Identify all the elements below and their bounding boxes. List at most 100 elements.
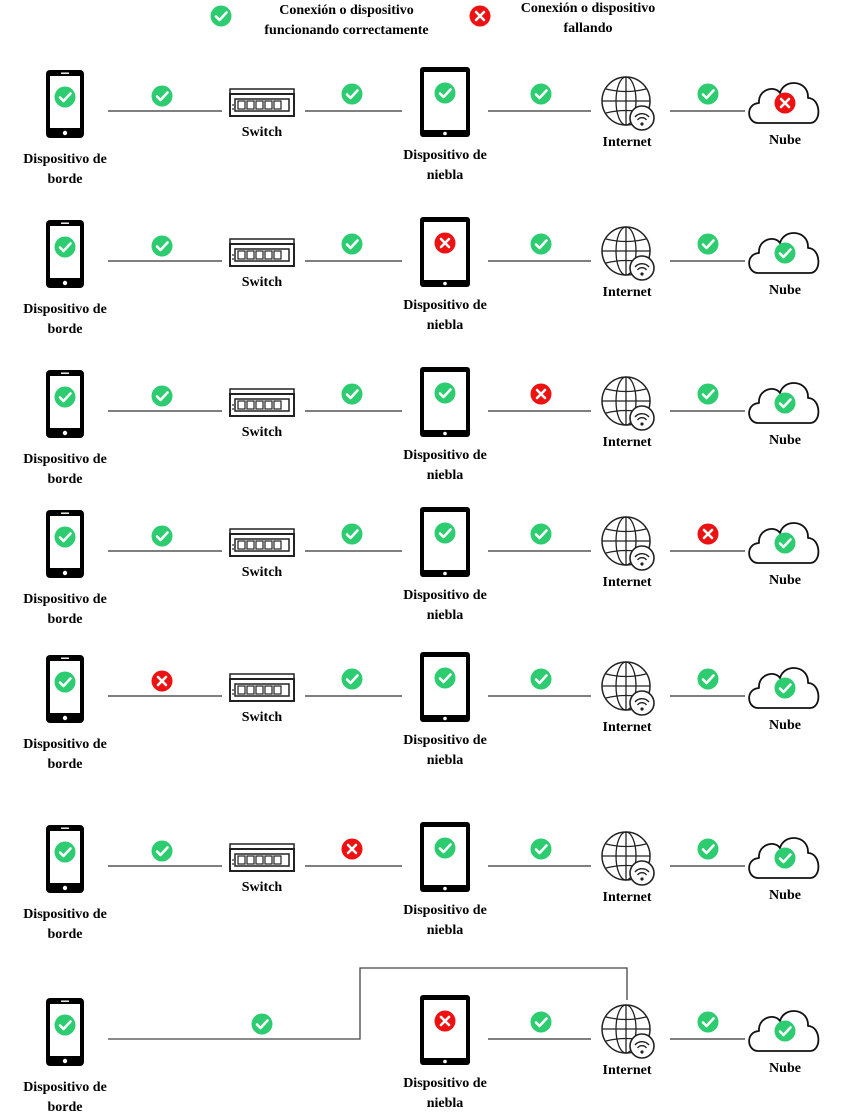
internet-label: Internet	[603, 1063, 652, 1078]
edge-device-label-line2: borde	[48, 612, 83, 627]
edge-device-status-icon	[53, 670, 77, 694]
switch-fog-link-status-icon	[340, 232, 364, 256]
edge-switch-link-status-icon	[150, 839, 174, 863]
edge-switch-link-status-icon	[150, 669, 174, 693]
cloud-label: Nube	[769, 573, 801, 588]
edge-device-label-line2: borde	[48, 322, 83, 337]
fog-internet-link-status-icon	[529, 232, 553, 256]
switch-label: Switch	[242, 275, 283, 290]
cloud-status-icon	[773, 1019, 797, 1043]
legend-ok-label: Conexión o dispositivo funcionando corre…	[244, 1, 449, 41]
legend-fail-icon	[468, 4, 492, 28]
edge-device-label-line2: borde	[48, 172, 83, 187]
internet-globe-icon	[601, 1004, 655, 1059]
fog-device-label-line1: Dispositivo de	[403, 148, 487, 163]
internet-label: Internet	[603, 135, 652, 150]
internet-label: Internet	[603, 890, 652, 905]
edge-device-label-line1: Dispositivo de	[23, 737, 107, 752]
legend-ok-line2: funcionando correctamente	[264, 23, 429, 38]
switch-label: Switch	[242, 125, 283, 140]
fog-device-label-line1: Dispositivo de	[403, 448, 487, 463]
switch-icon	[229, 528, 295, 557]
fog-device-label-line1: Dispositivo de	[403, 588, 487, 603]
cloud-status-icon	[773, 531, 797, 555]
internet-cloud-link-status-icon	[696, 837, 720, 861]
cloud-label: Nube	[769, 1061, 801, 1076]
switch-label: Switch	[242, 565, 283, 580]
fog-internet-link-status-icon	[529, 382, 553, 406]
fog-device-status-icon	[433, 836, 457, 860]
edge-device-status-icon	[53, 235, 77, 259]
cloud-status-icon	[773, 91, 797, 115]
edge-device-label-line1: Dispositivo de	[23, 152, 107, 167]
cloud-label: Nube	[769, 888, 801, 903]
fog-internet-link-status-icon	[529, 522, 553, 546]
legend-fail-label: Conexión o dispositivo fallando	[498, 0, 678, 39]
internet-globe-icon	[601, 76, 655, 131]
fog-internet-link-status-icon	[529, 837, 553, 861]
fog-device-label-line1: Dispositivo de	[403, 298, 487, 313]
fog-device-label-line1: Dispositivo de	[403, 733, 487, 748]
switch-fog-link-status-icon	[340, 382, 364, 406]
switch-label: Switch	[242, 425, 283, 440]
switch-fog-link-status-icon	[340, 667, 364, 691]
cloud-status-icon	[773, 391, 797, 415]
edge-device-label-line1: Dispositivo de	[23, 302, 107, 317]
switch-icon	[229, 673, 295, 702]
legend-fail-line1: Conexión o dispositivo	[520, 1, 656, 16]
internet-label: Internet	[603, 435, 652, 450]
internet-globe-icon	[601, 661, 655, 716]
switch-icon	[229, 88, 295, 117]
fog-device-label-line2: niebla	[427, 923, 464, 938]
edge-device-status-icon	[53, 385, 77, 409]
switch-label: Switch	[242, 880, 283, 895]
fog-device-label-line2: niebla	[427, 608, 464, 623]
edge-device-label-line2: borde	[48, 472, 83, 487]
cloud-label: Nube	[769, 283, 801, 298]
edge-device-status-icon	[53, 85, 77, 109]
edge-device-label-line2: borde	[48, 1100, 83, 1115]
internet-cloud-link-status-icon	[696, 667, 720, 691]
legend-ok-line1: Conexión o dispositivo	[279, 3, 414, 18]
switch-label: Switch	[242, 710, 283, 725]
fog-device-status-icon	[433, 521, 457, 545]
fog-internet-link-status-icon	[529, 1010, 553, 1034]
internet-globe-icon	[601, 226, 655, 281]
internet-globe-icon	[601, 516, 655, 571]
fog-internet-link-status-icon	[529, 82, 553, 106]
edge-device-label-line1: Dispositivo de	[23, 592, 107, 607]
fog-device-status-icon	[433, 231, 457, 255]
switch-icon	[229, 843, 295, 872]
cloud-label: Nube	[769, 433, 801, 448]
internet-cloud-link-status-icon	[696, 382, 720, 406]
cloud-status-icon	[773, 241, 797, 265]
fog-device-status-icon	[433, 381, 457, 405]
edge-internet-bypass-link	[108, 967, 628, 1040]
internet-cloud-link-status-icon	[696, 232, 720, 256]
cloud-status-icon	[773, 676, 797, 700]
cloud-label: Nube	[769, 718, 801, 733]
switch-fog-link-status-icon	[340, 82, 364, 106]
fog-device-label-line2: niebla	[427, 468, 464, 483]
internet-cloud-link-status-icon	[696, 82, 720, 106]
legend-fail-line2: fallando	[563, 21, 613, 36]
internet-cloud-link-status-icon	[696, 522, 720, 546]
switch-fog-link-status-icon	[340, 837, 364, 861]
switch-fog-link-status-icon	[340, 522, 364, 546]
edge-switch-link-status-icon	[150, 524, 174, 548]
internet-globe-icon	[601, 831, 655, 886]
fog-device-label-line1: Dispositivo de	[403, 903, 487, 918]
fog-device-label-line1: Dispositivo de	[403, 1076, 487, 1091]
edge-internet-bypass-link-status-icon	[250, 1012, 274, 1036]
legend-ok-icon	[209, 4, 233, 28]
cloud-label: Nube	[769, 133, 801, 148]
internet-label: Internet	[603, 575, 652, 590]
edge-device-status-icon	[53, 840, 77, 864]
internet-globe-icon	[601, 376, 655, 431]
fog-device-status-icon	[433, 81, 457, 105]
switch-icon	[229, 388, 295, 417]
fog-device-status-icon	[433, 1009, 457, 1033]
edge-device-label-line2: borde	[48, 927, 83, 942]
edge-device-status-icon	[53, 1013, 77, 1037]
edge-switch-link-status-icon	[150, 384, 174, 408]
